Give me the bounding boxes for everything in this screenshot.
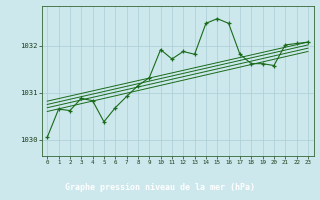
Text: Graphe pression niveau de la mer (hPa): Graphe pression niveau de la mer (hPa) — [65, 183, 255, 192]
